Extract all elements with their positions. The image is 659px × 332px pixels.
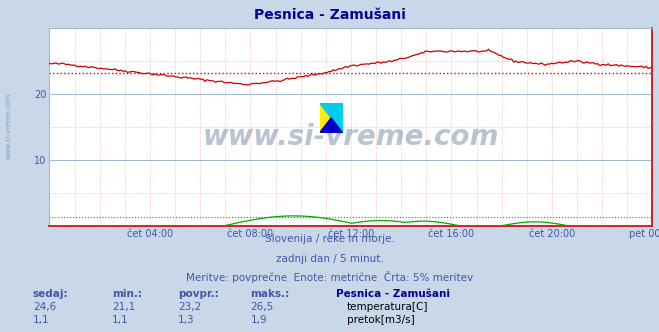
Text: Slovenija / reke in morje.: Slovenija / reke in morje.: [264, 234, 395, 244]
Text: 21,1: 21,1: [112, 302, 135, 312]
Text: pretok[m3/s]: pretok[m3/s]: [347, 315, 415, 325]
Text: 1,3: 1,3: [178, 315, 194, 325]
Text: Pesnica - Zamušani: Pesnica - Zamušani: [336, 289, 450, 299]
Polygon shape: [320, 118, 343, 133]
Text: www.si-vreme.com: www.si-vreme.com: [203, 123, 499, 151]
Text: sedaj:: sedaj:: [33, 289, 69, 299]
Text: zadnji dan / 5 minut.: zadnji dan / 5 minut.: [275, 254, 384, 264]
Text: 1,1: 1,1: [112, 315, 129, 325]
Polygon shape: [320, 103, 343, 133]
Text: Meritve: povprečne  Enote: metrične  Črta: 5% meritev: Meritve: povprečne Enote: metrične Črta:…: [186, 271, 473, 283]
Text: maks.:: maks.:: [250, 289, 290, 299]
Text: www.si-vreme.com: www.si-vreme.com: [5, 93, 12, 159]
Text: 1,1: 1,1: [33, 315, 49, 325]
Text: min.:: min.:: [112, 289, 142, 299]
Text: 23,2: 23,2: [178, 302, 201, 312]
Text: povpr.:: povpr.:: [178, 289, 219, 299]
Text: 1,9: 1,9: [250, 315, 267, 325]
Text: temperatura[C]: temperatura[C]: [347, 302, 428, 312]
Text: 24,6: 24,6: [33, 302, 56, 312]
Text: 26,5: 26,5: [250, 302, 273, 312]
Text: Pesnica - Zamušani: Pesnica - Zamušani: [254, 8, 405, 22]
Polygon shape: [320, 103, 343, 133]
